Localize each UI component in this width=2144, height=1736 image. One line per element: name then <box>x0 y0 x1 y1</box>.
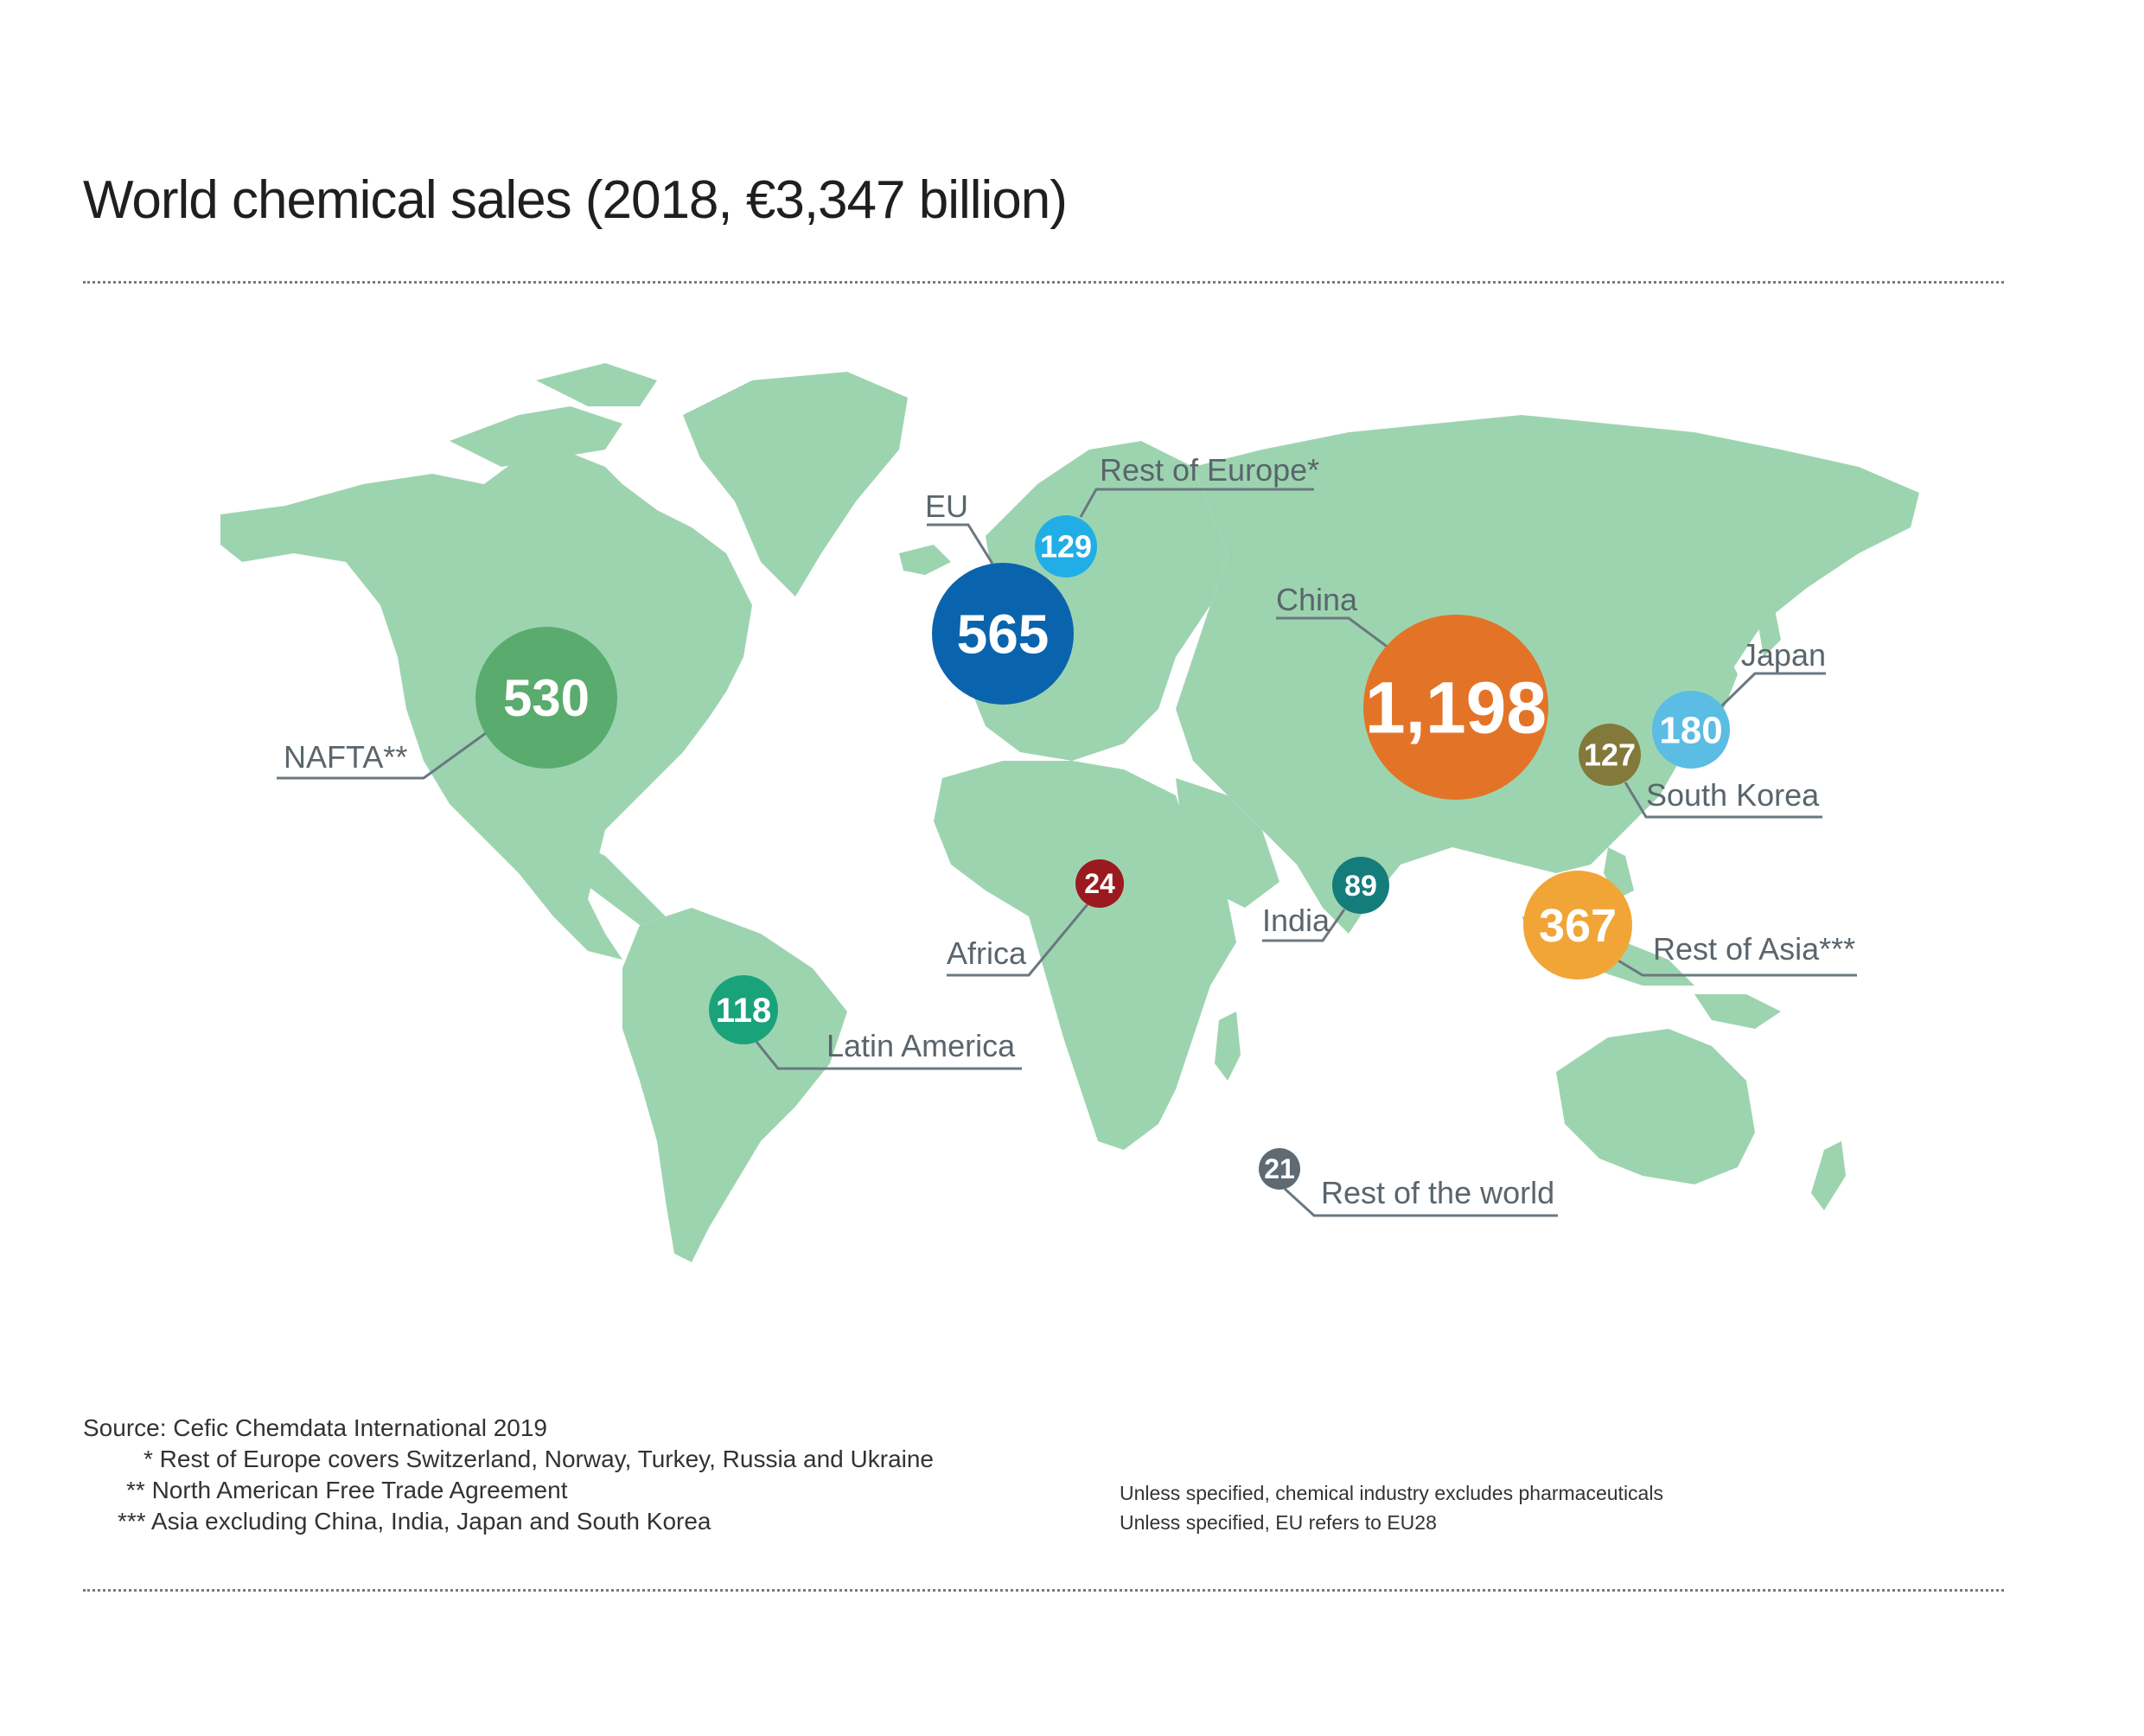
bubble-china <box>1363 615 1548 800</box>
south-america <box>622 908 847 1262</box>
label-south-korea: South Korea <box>1646 777 1820 813</box>
value-latin-america: 118 <box>716 992 772 1030</box>
top-divider <box>83 281 2004 284</box>
label-china: China <box>1276 582 1358 617</box>
value-africa: 24 <box>1084 868 1115 899</box>
bubble-rest-of-europe <box>1035 515 1097 578</box>
leader-line-rest-of-world <box>1283 1187 1558 1217</box>
label-nafta: NAFTA** <box>284 739 407 775</box>
source-notes: Source: Cefic Chemdata International 201… <box>83 1413 934 1537</box>
label-rest-of-asia: Rest of Asia*** <box>1653 931 1855 967</box>
leader-line-eu <box>927 523 994 565</box>
africa <box>934 761 1236 1150</box>
greenland <box>683 372 908 597</box>
madagascar <box>1215 1012 1241 1081</box>
label-eu: EU <box>925 488 968 524</box>
footnote-rest-of-asia: *** Asia excluding China, India, Japan a… <box>118 1508 711 1535</box>
bubble-japan <box>1652 691 1730 769</box>
iceland <box>899 545 951 575</box>
leader-line-china <box>1276 616 1393 652</box>
value-eu: 565 <box>957 603 1050 665</box>
page-title: World chemical sales (2018, €3,347 billi… <box>83 170 1068 230</box>
footnote-nafta: ** North American Free Trade Agreement <box>126 1477 568 1503</box>
value-south-korea: 127 <box>1584 737 1636 773</box>
value-rest-of-asia: 367 <box>1539 900 1617 952</box>
leader-lines <box>277 488 1857 1217</box>
region-labels: NAFTA** EU Rest of Europe* China Japan South … <box>284 452 1855 1210</box>
new-zealand <box>1811 1141 1846 1210</box>
arctic-islands <box>450 406 622 467</box>
bubble-nafta <box>475 627 617 769</box>
footnote-rest-of-europe: * Rest of Europe covers Switzerland, Nor… <box>144 1446 935 1472</box>
central-america <box>553 830 666 925</box>
new-guinea <box>1694 994 1781 1029</box>
leader-line-south-korea <box>1624 782 1822 819</box>
label-africa: Africa <box>947 935 1027 971</box>
value-rest-of-world: 21 <box>1264 1153 1295 1184</box>
value-rest-of-europe: 129 <box>1040 529 1092 565</box>
value-bubbles: 530 565 129 1,198 180 127 89 367 24 118 21 <box>475 515 1730 1190</box>
bubble-south-korea <box>1579 724 1641 786</box>
bubble-rest-of-world <box>1259 1148 1300 1190</box>
label-india: India <box>1262 903 1330 938</box>
arctic-islands-2 <box>536 363 657 406</box>
value-nafta: 530 <box>503 669 590 727</box>
leader-line-rest-of-europe <box>1079 488 1314 518</box>
definitions-notes: Unless specified, chemical industry excl… <box>1120 1478 1663 1537</box>
leader-line-africa <box>947 903 1089 977</box>
leader-line-japan <box>1719 672 1826 709</box>
leader-line-rest-of-asia <box>1616 958 1857 977</box>
label-latin-america: Latin America <box>826 1028 1016 1063</box>
note-pharmaceuticals: Unless specified, chemical industry excl… <box>1120 1482 1663 1504</box>
leader-line-nafta <box>277 731 487 780</box>
bubble-latin-america <box>709 975 778 1044</box>
bubble-rest-of-asia <box>1523 871 1632 980</box>
bottom-divider <box>83 1589 2004 1592</box>
value-japan: 180 <box>1659 709 1722 751</box>
value-india: 89 <box>1344 870 1377 903</box>
label-japan: Japan <box>1741 637 1826 673</box>
source-line: Source: Cefic Chemdata International 201… <box>83 1414 547 1441</box>
label-rest-of-europe: Rest of Europe* <box>1100 452 1319 488</box>
bubble-africa <box>1075 859 1124 908</box>
sakhalin <box>1755 597 1781 657</box>
asia <box>1176 415 1919 934</box>
australia <box>1556 1029 1755 1184</box>
note-eu28: Unless specified, EU refers to EU28 <box>1120 1511 1437 1534</box>
continents <box>220 363 1919 1262</box>
bubble-eu <box>932 563 1074 705</box>
leader-line-latin-america <box>755 1041 1022 1070</box>
value-china: 1,198 <box>1365 667 1547 748</box>
leader-line-india <box>1262 909 1346 942</box>
label-rest-of-world: Rest of the world <box>1321 1175 1554 1210</box>
bubble-india <box>1332 857 1389 914</box>
